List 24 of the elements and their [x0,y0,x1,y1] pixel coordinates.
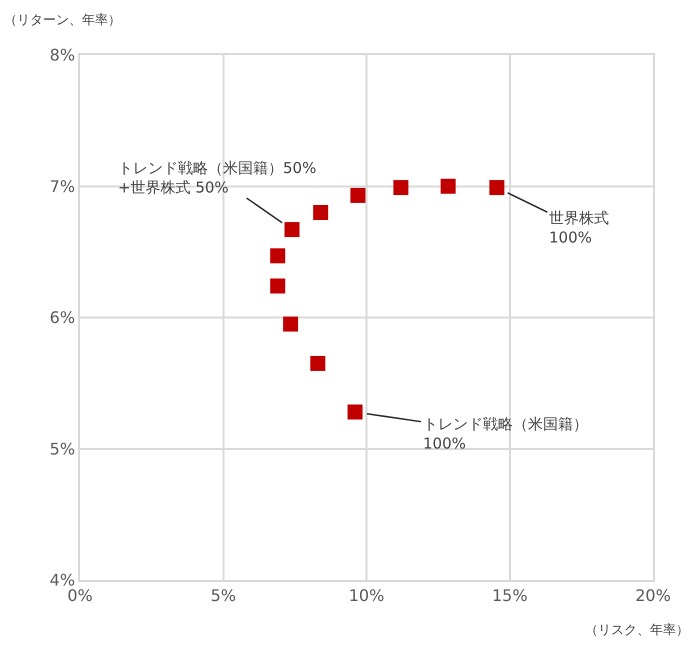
point [313,205,328,220]
y-tick-label: 5% [50,439,76,458]
x-tick-label: 15% [492,586,528,605]
y-tick-label: 7% [50,176,76,196]
point [270,278,286,294]
annotation: 世界株式 100% [549,209,609,246]
x-axis-title: （リスク、年率） [585,622,689,638]
y-axis-title: （リターン、年率） [4,12,121,28]
point [393,180,408,196]
point [348,404,363,420]
point [283,316,298,332]
y-tick-label: 8% [50,46,76,65]
point [440,178,456,194]
point [310,356,326,371]
annotation: トレンド戦略（米国籍） 100% [423,415,588,452]
x-tick-label: 20% [635,586,671,605]
point [284,222,300,238]
point [270,248,286,264]
x-tick-label: 10% [348,586,384,605]
y-tick-label: 6% [50,308,76,328]
point [489,180,504,196]
x-tick-label: 5% [210,586,236,605]
annotation: トレンド戦略（米国籍）50% +世界株式 50% [118,159,316,196]
point [350,188,366,203]
